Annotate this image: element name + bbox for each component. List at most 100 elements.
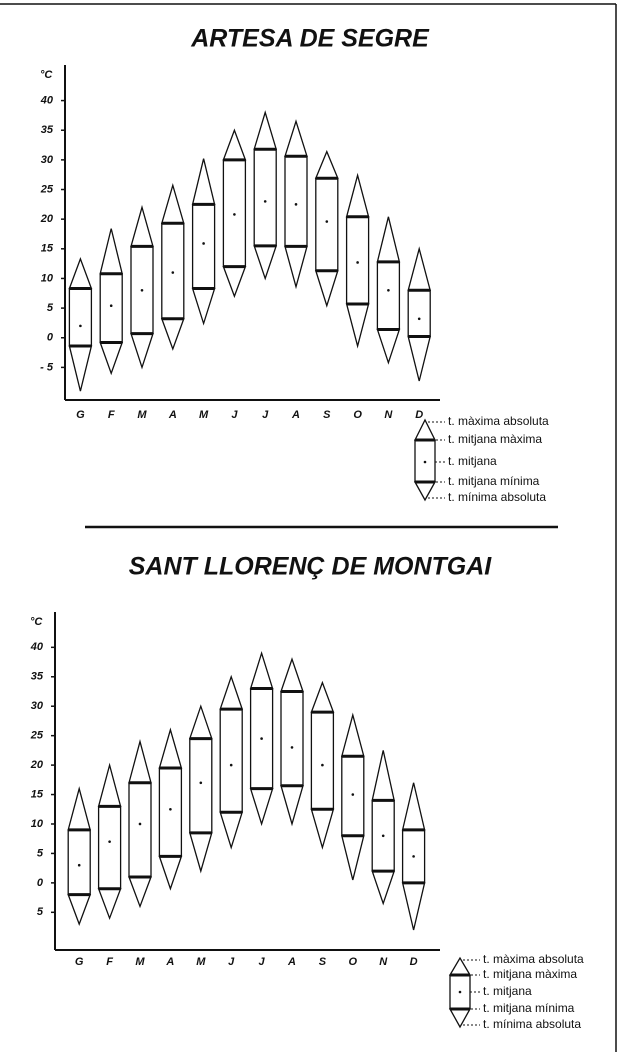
- mean-dot: [321, 763, 324, 767]
- max-triangle: [371, 750, 396, 802]
- mean-box: [376, 261, 401, 331]
- mean-box: [310, 711, 335, 810]
- mean-dot: [351, 793, 355, 796]
- max-triangle: [376, 216, 401, 263]
- y-tick-label: 10: [31, 818, 44, 830]
- y-tick-label: 5: [37, 906, 44, 918]
- min-triangle: [376, 328, 401, 365]
- y-tick-label: 30: [31, 700, 44, 712]
- y-tick-label: 40: [40, 94, 54, 106]
- x-tick-label: J: [259, 956, 266, 968]
- min-triangle: [340, 835, 365, 881]
- x-tick-label: A: [165, 956, 174, 968]
- mean-box: [407, 289, 431, 338]
- chart-title: ARTESA DE SEGRE: [190, 25, 430, 53]
- y-tick-label: 35: [31, 671, 44, 683]
- y-tick-label: 30: [41, 154, 54, 166]
- min-triangle: [253, 245, 278, 281]
- mean-dot: [325, 220, 329, 223]
- max-triangle: [253, 110, 278, 150]
- mean-box: [280, 690, 304, 787]
- mean-dot: [229, 763, 233, 767]
- min-triangle: [401, 882, 426, 931]
- min-triangle: [160, 318, 185, 351]
- max-triangle: [97, 762, 122, 807]
- y-tick-label: 20: [40, 213, 54, 225]
- mean-box: [219, 708, 243, 813]
- legend-label: t. mínima absoluta: [448, 490, 546, 504]
- min-triangle: [128, 876, 152, 909]
- max-triangle: [128, 739, 152, 784]
- x-tick-label: S: [319, 956, 327, 968]
- legend-label: t. mínima absoluta: [483, 1017, 581, 1031]
- mean-box: [99, 273, 123, 344]
- x-tick-label: S: [323, 409, 331, 421]
- min-triangle: [222, 265, 247, 299]
- mean-box: [315, 177, 339, 272]
- legend-glyph: [448, 1008, 472, 1029]
- y-tick-label: 20: [30, 759, 44, 771]
- x-tick-label: D: [410, 956, 418, 968]
- mean-dot: [263, 200, 267, 203]
- min-triangle: [284, 245, 308, 290]
- y-tick-label: 15: [31, 788, 44, 800]
- min-triangle: [314, 270, 339, 308]
- mean-box: [345, 216, 370, 305]
- x-tick-label: O: [349, 956, 358, 968]
- x-tick-label: G: [75, 956, 84, 968]
- x-tick-label: G: [76, 409, 85, 421]
- mean-dot: [387, 289, 390, 292]
- mean-box: [128, 782, 152, 878]
- legend-glyph: [423, 460, 427, 464]
- mean-box: [189, 737, 213, 834]
- x-tick-label: F: [106, 956, 113, 968]
- x-tick-label: N: [379, 956, 388, 968]
- y-axis-label: °C: [40, 69, 53, 81]
- min-triangle: [68, 345, 93, 392]
- min-triangle: [188, 832, 213, 874]
- max-triangle: [401, 782, 426, 831]
- x-tick-label: A: [291, 409, 300, 421]
- mean-box: [68, 287, 93, 347]
- min-triangle: [280, 785, 304, 827]
- legend-label: t. màxima absoluta: [448, 414, 549, 428]
- x-tick-label: D: [415, 409, 423, 421]
- mean-dot: [417, 317, 421, 321]
- y-tick-label: 0: [37, 877, 44, 889]
- min-triangle: [191, 287, 216, 326]
- mean-dot: [202, 242, 205, 245]
- min-triangle: [99, 341, 124, 376]
- legend-label: t. mitjana mínima: [483, 1001, 575, 1015]
- x-tick-label: J: [231, 409, 238, 421]
- max-triangle: [68, 257, 93, 290]
- y-tick-label: - 5: [40, 361, 54, 373]
- max-triangle: [310, 680, 335, 713]
- max-triangle: [67, 786, 92, 831]
- mean-dot: [356, 261, 359, 264]
- x-tick-label: F: [108, 409, 115, 421]
- y-tick-label: 5: [47, 302, 54, 314]
- mean-box: [253, 148, 277, 247]
- x-tick-label: A: [287, 956, 296, 968]
- max-triangle: [280, 657, 304, 693]
- legend-glyph: [458, 990, 462, 994]
- mean-box: [67, 829, 91, 896]
- min-triangle: [371, 870, 396, 906]
- legend-glyph: [413, 481, 437, 502]
- mean-dot: [77, 863, 81, 867]
- y-tick-label: 5: [37, 847, 44, 859]
- max-triangle: [222, 128, 247, 161]
- legend-label: t. mitjana màxima: [448, 432, 542, 446]
- x-tick-label: M: [137, 409, 147, 421]
- max-triangle: [219, 674, 244, 710]
- min-triangle: [97, 888, 122, 921]
- y-tick-label: 25: [40, 183, 54, 195]
- y-tick-label: 40: [30, 641, 44, 653]
- mean-box: [191, 203, 216, 290]
- x-tick-label: M: [196, 956, 206, 968]
- x-tick-label: J: [228, 956, 235, 968]
- max-triangle: [191, 158, 216, 205]
- mean-dot: [233, 213, 236, 216]
- max-triangle: [160, 183, 185, 224]
- y-tick-label: 35: [41, 124, 54, 136]
